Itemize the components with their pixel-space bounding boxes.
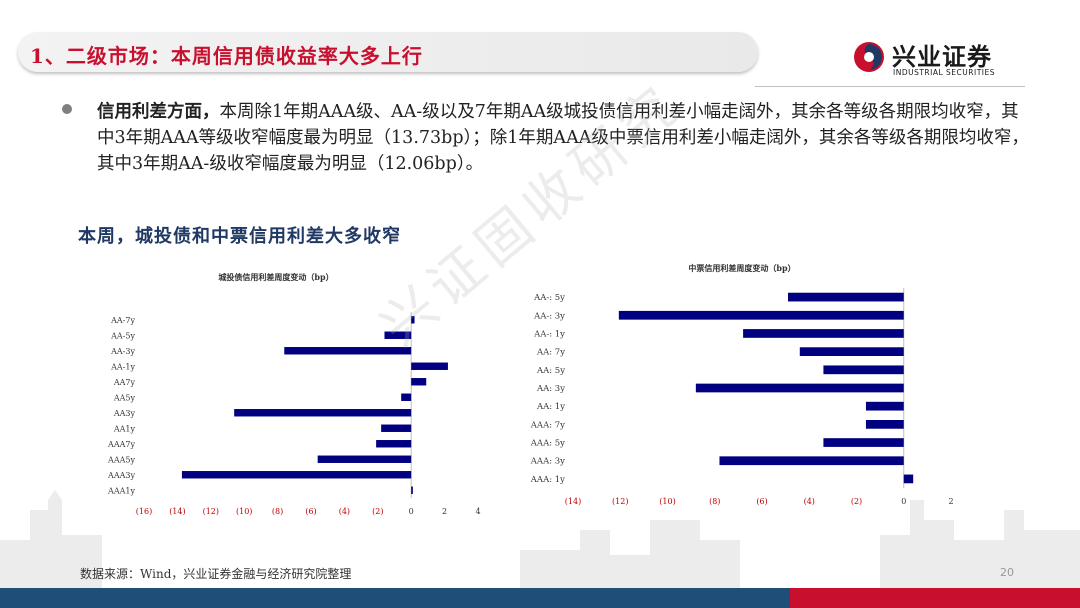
category-label: AA: 1y bbox=[536, 402, 565, 412]
category-label: AAA: 3y bbox=[530, 457, 565, 467]
bar-aa3y bbox=[695, 383, 904, 393]
category-label: AA-: 3y bbox=[533, 311, 565, 321]
bar-aa7y bbox=[799, 347, 904, 356]
x-tick-label: (10) bbox=[659, 497, 675, 506]
bar-aaa1y bbox=[411, 486, 413, 494]
category-label: AA: 5y bbox=[536, 366, 565, 376]
category-label: AA-5y bbox=[110, 331, 135, 340]
category-label: AA-: 1y bbox=[533, 329, 565, 339]
bar-aaa3y bbox=[181, 471, 412, 479]
bar-aa-1y bbox=[743, 329, 904, 338]
category-label: AAA: 1y bbox=[530, 475, 565, 485]
bar-aaa1y bbox=[903, 474, 914, 484]
x-tick-label: (6) bbox=[305, 507, 316, 516]
page-number: 20 bbox=[1000, 566, 1014, 579]
category-label: AAA: 7y bbox=[530, 420, 565, 430]
x-tick-label: (8) bbox=[709, 497, 720, 506]
bullet-text: 本周除1年期AAA级、AA-级以及7年期AA级城投债信用利差小幅走阔外，其余各等… bbox=[97, 102, 1029, 174]
bar-aa5y bbox=[823, 365, 904, 375]
category-label: AAA5y bbox=[107, 455, 135, 464]
category-label: AA5y bbox=[113, 393, 136, 402]
chart-title: 城投债信用利差周度变动（bp） bbox=[218, 272, 333, 282]
bar-aa-5y bbox=[384, 331, 412, 339]
header-divider bbox=[755, 86, 1025, 87]
x-tick-label: 0 bbox=[409, 507, 414, 516]
category-label: AA1y bbox=[113, 424, 136, 433]
footer-band-blue bbox=[0, 588, 790, 608]
x-tick-label: 0 bbox=[901, 497, 906, 506]
footer-band-red bbox=[790, 588, 1080, 608]
company-logo-icon bbox=[854, 42, 884, 72]
bar-aa-3y bbox=[618, 310, 904, 320]
x-tick-label: 4 bbox=[475, 507, 480, 516]
category-label: AAA3y bbox=[107, 471, 135, 480]
bar-aa-5y bbox=[787, 292, 904, 302]
chengtou-spread-chart: 城投债信用利差周度变动（bp） AA-7y AA-5y AA-3y AA-1y AA7y A… bbox=[107, 272, 481, 516]
category-label: AA-1y bbox=[110, 362, 135, 371]
x-tick-label: (14) bbox=[169, 507, 185, 516]
x-tick-label: (16) bbox=[136, 507, 152, 516]
company-logo-name: 兴业证券 bbox=[892, 42, 992, 71]
category-label: AA3y bbox=[113, 409, 136, 418]
bar-aa3y bbox=[234, 409, 412, 417]
bar-aa5y bbox=[401, 393, 412, 401]
bar-aa1y bbox=[381, 424, 412, 432]
category-label: AAA: 5y bbox=[530, 439, 565, 449]
category-label: AAA1y bbox=[107, 486, 135, 495]
bar-aaa7y bbox=[865, 420, 904, 429]
x-tick-label: (12) bbox=[612, 497, 628, 506]
x-tick-label: 2 bbox=[948, 497, 953, 506]
bullet-lead: 信用利差方面， bbox=[97, 102, 220, 122]
bar-aaa5y bbox=[823, 438, 904, 447]
page-title: 1、二级市场：本周信用债收益率大多上行 bbox=[30, 44, 423, 68]
bar-aa1y bbox=[865, 401, 904, 411]
data-source-note: 数据来源：Wind，兴业证券金融与经济研究院整理 bbox=[80, 567, 352, 581]
category-label: AA7y bbox=[113, 378, 136, 387]
category-label: AA-3y bbox=[110, 347, 135, 356]
x-tick-label: (4) bbox=[339, 507, 350, 516]
x-tick-label: (12) bbox=[203, 507, 219, 516]
title-bar bbox=[18, 32, 758, 72]
x-tick-label: (8) bbox=[272, 507, 283, 516]
x-tick-label: (2) bbox=[851, 497, 862, 506]
chart-title: 中票信用利差周度变动（bp） bbox=[688, 263, 795, 273]
bar-aa7y bbox=[411, 378, 427, 386]
bullet-paragraph: 信用利差方面，本周除1年期AAA级、AA-级以及7年期AA级城投债信用利差小幅走… bbox=[97, 99, 1032, 177]
bar-aa-1y bbox=[411, 362, 448, 370]
x-tick-label: (4) bbox=[804, 497, 815, 506]
company-logo-subtitle: INDUSTRIAL SECURITIES bbox=[893, 68, 995, 77]
section-subtitle: 本周，城投债和中票信用利差大多收窄 bbox=[78, 226, 401, 247]
category-label: AAA7y bbox=[107, 440, 135, 449]
category-label: AA: 3y bbox=[536, 384, 565, 394]
category-label: AA-7y bbox=[110, 316, 135, 325]
category-label: AA: 7y bbox=[536, 348, 565, 358]
bar-aaa7y bbox=[376, 440, 412, 448]
x-tick-label: (10) bbox=[236, 507, 252, 516]
x-tick-label: (6) bbox=[756, 497, 767, 506]
city-skyline-decoration bbox=[0, 490, 1080, 588]
bar-aa-7y bbox=[411, 316, 415, 324]
mtn-spread-chart: 中票信用利差周度变动（bp） AA-: 5y AA-: 3y AA-: 1y AA: 7… bbox=[530, 263, 954, 506]
bar-aa-3y bbox=[284, 347, 412, 355]
category-label: AA-: 5y bbox=[533, 293, 565, 303]
x-tick-label: 2 bbox=[442, 507, 447, 516]
x-tick-label: (14) bbox=[565, 497, 581, 506]
bar-aaa5y bbox=[317, 455, 412, 463]
x-tick-label: (2) bbox=[372, 507, 383, 516]
bar-aaa3y bbox=[719, 456, 904, 466]
bullet-dot-icon bbox=[62, 104, 72, 114]
